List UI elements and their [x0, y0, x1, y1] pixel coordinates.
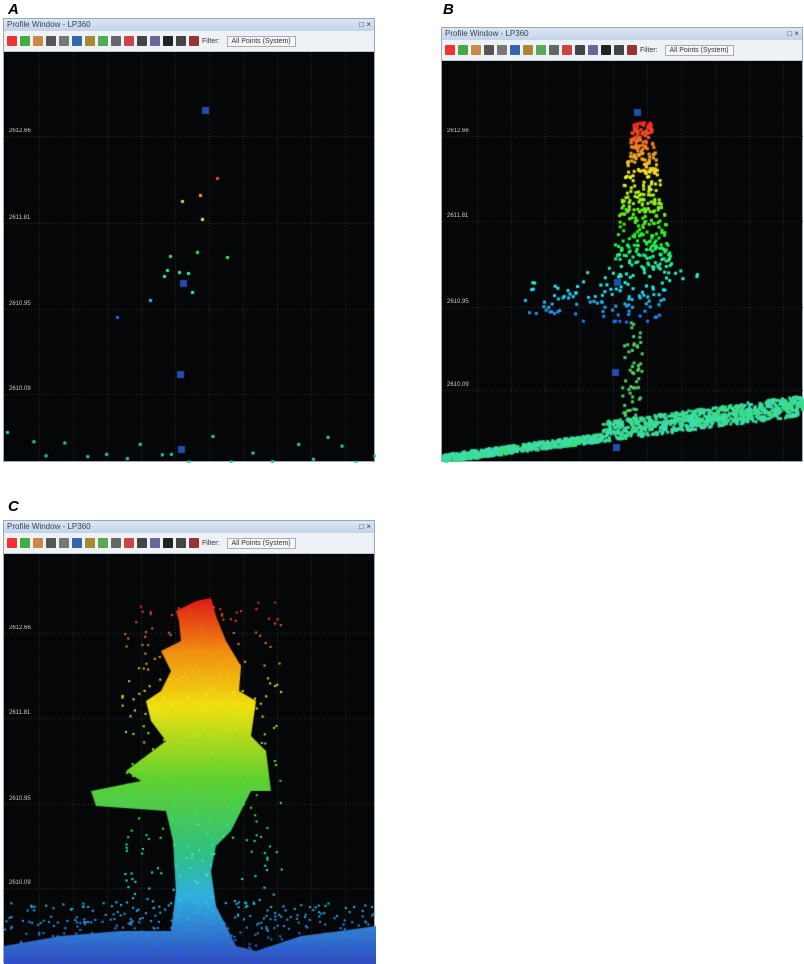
y-axis-label: 2610.95 [447, 299, 469, 305]
y-axis-label: 2611.81 [9, 710, 31, 716]
y-axis-label: 2612.66 [447, 128, 469, 134]
toolbar-tool-icon[interactable] [59, 538, 69, 548]
window-title-bar: Profile Window - LP360 □ × [442, 28, 802, 40]
toolbar-tool-icon[interactable] [627, 45, 637, 55]
window-controls[interactable]: □ × [359, 20, 371, 29]
y-axis-label: 2611.81 [9, 215, 31, 221]
toolbar-tool-icon[interactable] [111, 36, 121, 46]
toolbar-tool-icon[interactable] [124, 538, 134, 548]
profile-window-b: Profile Window - LP360 □ × Filter: All Poi… [441, 27, 804, 463]
toolbar-tool-icon[interactable] [163, 538, 173, 548]
filter-label: Filter: [202, 539, 220, 547]
toolbar-tool-icon[interactable] [575, 45, 585, 55]
toolbar-tool-icon[interactable] [523, 45, 533, 55]
window-controls[interactable]: □ × [359, 522, 371, 531]
toolbar-tool-icon[interactable] [7, 36, 17, 46]
profile-plot[interactable]: 2612.66 2611.81 2610.95 2610.09 [442, 61, 804, 463]
toolbar-tool-icon[interactable] [33, 36, 43, 46]
toolbar-tool-icon[interactable] [562, 45, 572, 55]
toolbar-tool-icon[interactable] [176, 36, 186, 46]
toolbar-tool-icon[interactable] [46, 36, 56, 46]
toolbar-tool-icon[interactable] [85, 538, 95, 548]
toolbar-tool-icon[interactable] [497, 45, 507, 55]
toolbar-tool-icon[interactable] [510, 45, 520, 55]
toolbar-tool-icon[interactable] [150, 538, 160, 548]
filter-dropdown[interactable]: All Points (System) [664, 44, 734, 56]
toolbar-tool-icon[interactable] [20, 538, 30, 548]
profile-plot[interactable]: 2612.66 2611.81 2610.95 2610.09 [4, 554, 376, 964]
toolbar-tool-icon[interactable] [72, 36, 82, 46]
toolbar-tool-icon[interactable] [549, 45, 559, 55]
toolbar-tool-icon[interactable] [484, 45, 494, 55]
toolbar-tool-icon[interactable] [7, 538, 17, 548]
toolbar-tool-icon[interactable] [72, 538, 82, 548]
y-axis-label: 2610.95 [9, 796, 31, 802]
y-axis-label: 2612.66 [9, 128, 31, 134]
toolbar-tool-icon[interactable] [124, 36, 134, 46]
window-title: Profile Window - LP360 [7, 522, 91, 531]
y-axis-label: 2610.09 [447, 382, 469, 388]
filter-dropdown[interactable]: All Points (System) [226, 35, 296, 47]
panel-label-a: A [8, 1, 19, 18]
toolbar-tool-icon[interactable] [150, 36, 160, 46]
filter-label: Filter: [640, 46, 658, 54]
point-cloud-canvas [4, 554, 376, 964]
y-axis-label: 2610.09 [9, 386, 31, 392]
toolbar-tool-icon[interactable] [536, 45, 546, 55]
toolbar-tool-icon[interactable] [98, 36, 108, 46]
profile-plot[interactable]: 2612.66 2611.81 2610.95 2610.09 [4, 52, 376, 463]
toolbar-tool-icon[interactable] [189, 538, 199, 548]
toolbar-tool-icon[interactable] [601, 45, 611, 55]
toolbar-tool-icon[interactable] [445, 45, 455, 55]
window-title-bar: Profile Window - LP360 □ × [4, 521, 374, 533]
window-controls[interactable]: □ × [787, 29, 799, 38]
toolbar-tool-icon[interactable] [98, 538, 108, 548]
toolbar-tool-icon[interactable] [588, 45, 598, 55]
toolbar: Filter: All Points (System) [4, 533, 374, 554]
toolbar-tool-icon[interactable] [137, 538, 147, 548]
filter-dropdown[interactable]: All Points (System) [226, 537, 296, 549]
toolbar-tool-icon[interactable] [46, 538, 56, 548]
window-title: Profile Window - LP360 [7, 20, 91, 29]
profile-window-a: Profile Window - LP360 □ × Filter: All Poi… [3, 18, 376, 463]
y-axis-label: 2612.66 [9, 625, 31, 631]
window-title-bar: Profile Window - LP360 □ × [4, 19, 374, 31]
window-title: Profile Window - LP360 [445, 29, 529, 38]
toolbar-tool-icon[interactable] [176, 538, 186, 548]
toolbar-tool-icon[interactable] [458, 45, 468, 55]
toolbar-tool-icon[interactable] [471, 45, 481, 55]
toolbar: Filter: All Points (System) [442, 40, 802, 61]
filter-label: Filter: [202, 37, 220, 45]
panel-label-b: B [443, 1, 454, 18]
y-axis-label: 2610.09 [9, 880, 31, 886]
y-axis-label: 2610.95 [9, 301, 31, 307]
toolbar: Filter: All Points (System) [4, 31, 374, 52]
toolbar-tool-icon[interactable] [20, 36, 30, 46]
toolbar-tool-icon[interactable] [137, 36, 147, 46]
y-axis-label: 2611.81 [447, 213, 469, 219]
point-cloud-canvas [442, 61, 804, 463]
toolbar-tool-icon[interactable] [59, 36, 69, 46]
point-cloud-canvas [4, 52, 376, 463]
toolbar-tool-icon[interactable] [189, 36, 199, 46]
toolbar-tool-icon[interactable] [85, 36, 95, 46]
toolbar-tool-icon[interactable] [163, 36, 173, 46]
toolbar-tool-icon[interactable] [33, 538, 43, 548]
toolbar-tool-icon[interactable] [614, 45, 624, 55]
panel-label-c: C [8, 498, 19, 515]
toolbar-tool-icon[interactable] [111, 538, 121, 548]
profile-window-c: Profile Window - LP360 □ × Filter: All Poi… [3, 520, 376, 964]
